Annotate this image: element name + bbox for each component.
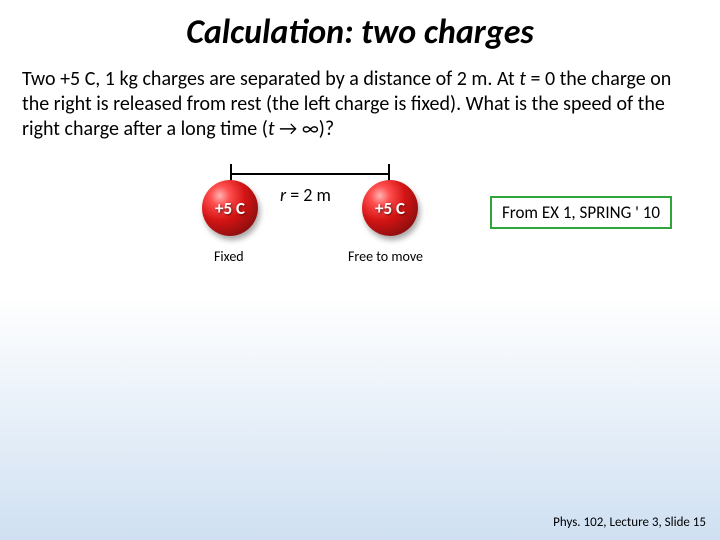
- ruler-bar: [230, 173, 390, 175]
- diagram: r = 2 m +5 C +5 C Fixed Free to move: [0, 154, 720, 304]
- distance-label: r = 2 m: [280, 184, 331, 206]
- page-title: Calculation: two charges: [0, 0, 720, 53]
- problem-arrow: → ∞)?: [275, 117, 335, 141]
- charge-left-label: +5 C: [215, 198, 245, 219]
- distance-value: = 2 m: [286, 184, 331, 206]
- charge-right-sublabel: Free to move: [348, 248, 423, 265]
- charge-right-label: +5 C: [375, 198, 405, 219]
- charge-right: +5 C: [362, 180, 418, 236]
- source-callout-box: From EX 1, SPRING ' 10: [490, 196, 672, 229]
- problem-var-t2: t: [268, 117, 275, 141]
- distance-ruler: [230, 164, 390, 184]
- charge-left-sublabel: Fixed: [214, 248, 244, 265]
- problem-text: Two +5 C, 1 kg charges are separated by …: [0, 53, 720, 142]
- problem-part-a: Two +5 C, 1 kg charges are separated by …: [22, 67, 519, 91]
- slide-footer: Phys. 102, Lecture 3, Slide 15: [553, 515, 706, 530]
- problem-var-t1: t: [519, 67, 526, 91]
- charge-left: +5 C: [202, 180, 258, 236]
